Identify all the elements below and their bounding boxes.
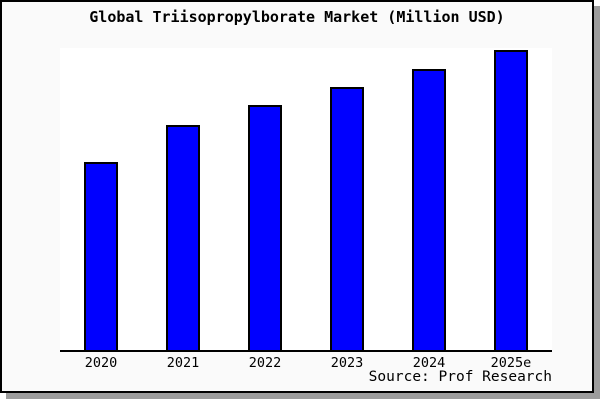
bar-2025e <box>494 50 528 350</box>
x-tick-2025e: 2025e <box>490 355 532 371</box>
bar-2023 <box>330 87 364 350</box>
x-tick-2024: 2024 <box>412 355 446 371</box>
chart-frame: Global Triisopropylborate Market (Millio… <box>0 0 594 393</box>
source-note: Source: Prof Research <box>368 369 552 385</box>
bar-2024 <box>412 69 446 350</box>
bar-2020 <box>84 162 118 350</box>
plot-area <box>60 48 552 352</box>
x-tick-2020: 2020 <box>84 355 118 371</box>
x-tick-2023: 2023 <box>330 355 364 371</box>
x-tick-2021: 2021 <box>166 355 200 371</box>
bar-2022 <box>248 105 282 350</box>
bar-2021 <box>166 125 200 350</box>
x-tick-2022: 2022 <box>248 355 282 371</box>
chart-title: Global Triisopropylborate Market (Millio… <box>89 8 505 26</box>
